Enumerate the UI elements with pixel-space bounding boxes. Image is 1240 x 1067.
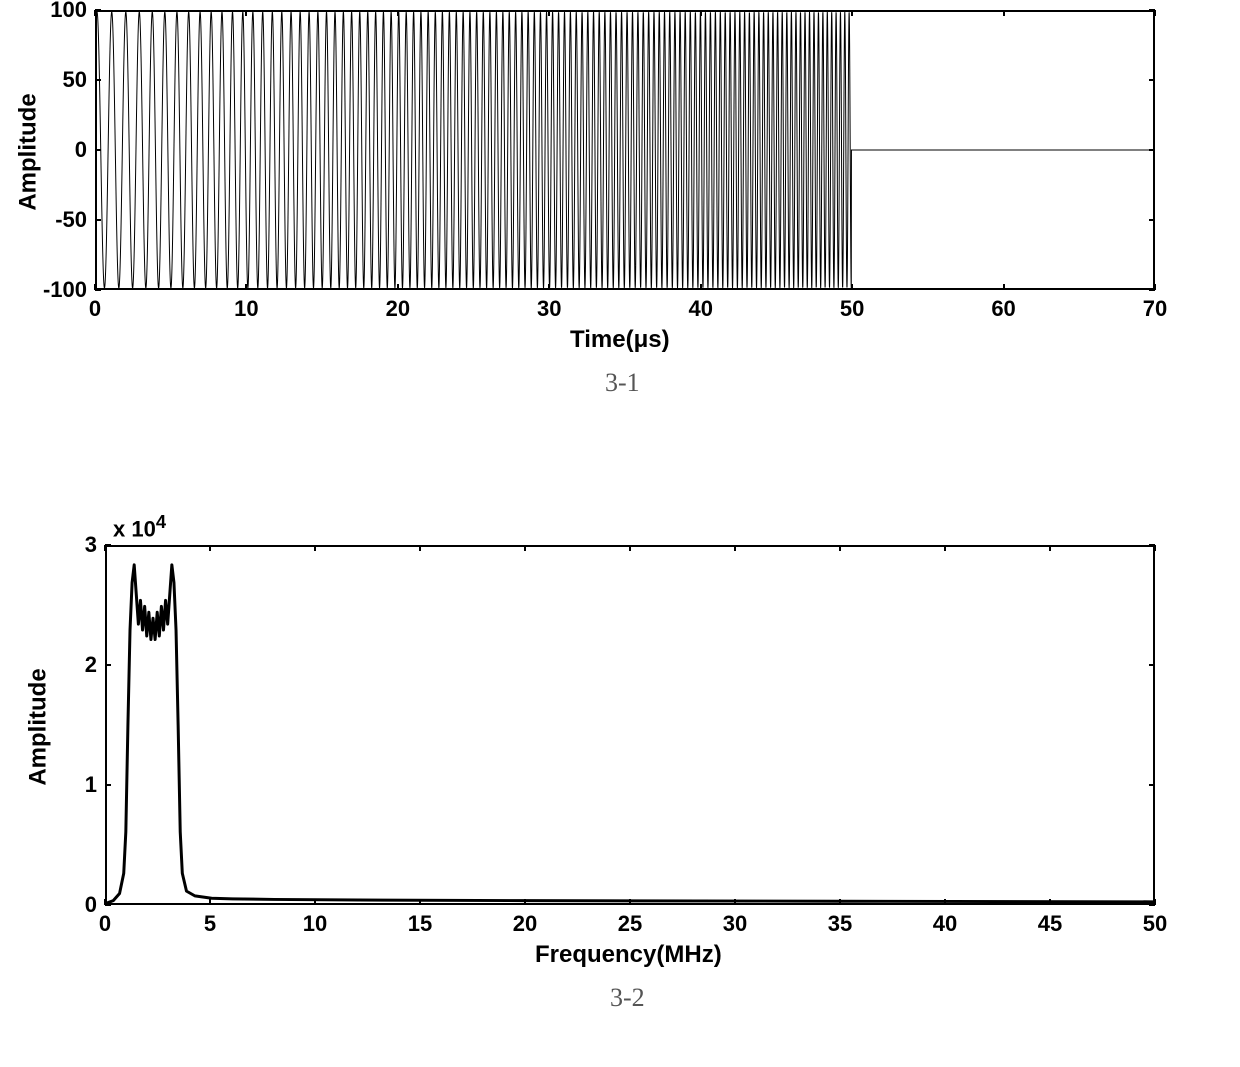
chart-2-exponent: x 104 bbox=[113, 511, 166, 542]
chart-2: x 104 Amplitude Frequency(MHz) 3-2 01230… bbox=[0, 0, 1240, 1067]
chart-2-xtick-label: 20 bbox=[513, 911, 537, 937]
chart-2-xtick-label: 5 bbox=[204, 911, 216, 937]
chart-2-svg bbox=[107, 547, 1153, 903]
chart-2-caption: 3-2 bbox=[610, 983, 645, 1013]
chart-2-ytick-label: 1 bbox=[85, 772, 97, 798]
chart-2-ytick-label: 2 bbox=[85, 652, 97, 678]
chart-2-ytick-label: 3 bbox=[85, 532, 97, 558]
chart-2-spectrum-line bbox=[107, 565, 1153, 903]
chart-2-xtick-label: 45 bbox=[1038, 911, 1062, 937]
chart-2-xtick-label: 40 bbox=[933, 911, 957, 937]
chart-2-ylabel: Amplitude bbox=[25, 668, 53, 785]
chart-2-exponent-base: x 10 bbox=[113, 516, 156, 541]
chart-2-xtick-label: 0 bbox=[99, 911, 111, 937]
chart-2-xtick-label: 10 bbox=[303, 911, 327, 937]
chart-2-ytick-label: 0 bbox=[85, 892, 97, 918]
chart-2-xtick-label: 15 bbox=[408, 911, 432, 937]
chart-2-xtick-label: 25 bbox=[618, 911, 642, 937]
chart-2-xtick-label: 50 bbox=[1143, 911, 1167, 937]
chart-2-xtick-label: 30 bbox=[723, 911, 747, 937]
chart-2-xlabel: Frequency(MHz) bbox=[535, 941, 722, 969]
chart-2-xtick-label: 35 bbox=[828, 911, 852, 937]
chart-2-plot-area bbox=[105, 545, 1155, 905]
chart-2-exponent-value: 4 bbox=[156, 511, 166, 532]
